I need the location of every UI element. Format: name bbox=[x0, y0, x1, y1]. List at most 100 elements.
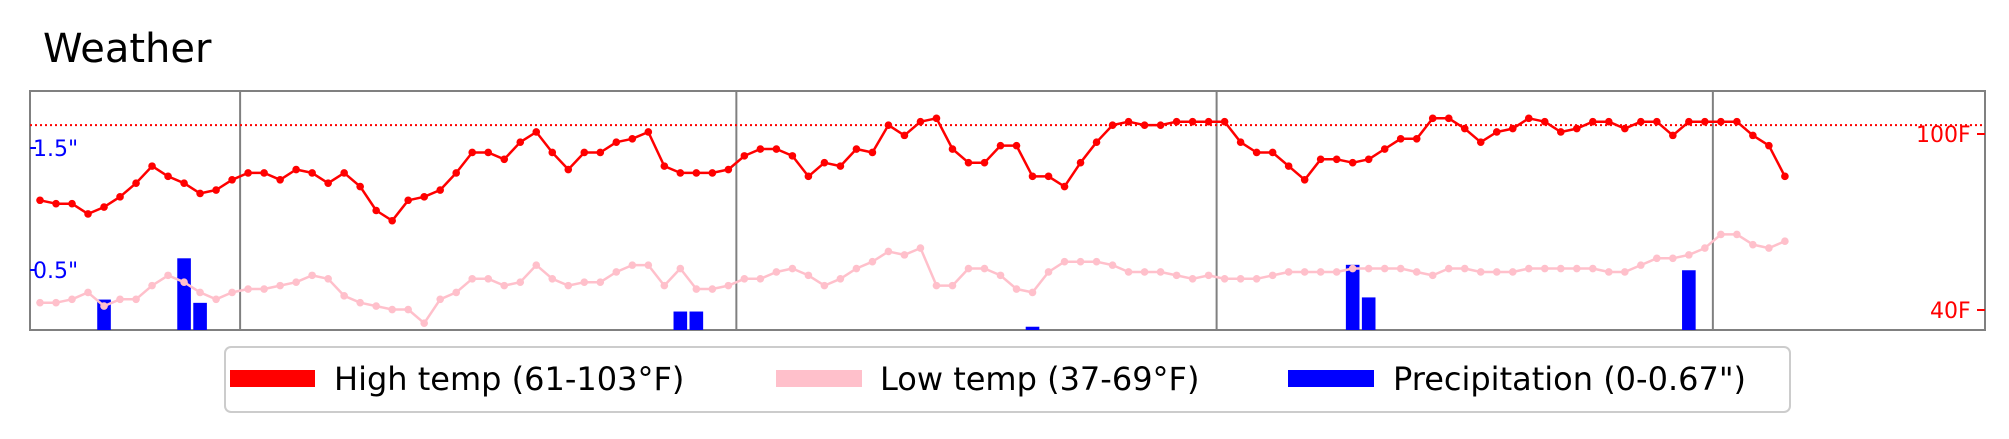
low-temp-point bbox=[1781, 237, 1789, 246]
high-temp-point bbox=[1092, 138, 1101, 147]
low-temp-point bbox=[580, 278, 589, 287]
low-temp-point bbox=[1476, 268, 1485, 276]
low-temp-point bbox=[1733, 230, 1741, 239]
high-temp-point bbox=[1076, 158, 1085, 167]
high-temp-point bbox=[68, 199, 76, 208]
legend-label-high: High temp (61-103°F) bbox=[334, 360, 684, 398]
precip-bar bbox=[673, 311, 688, 330]
low-temp-point bbox=[292, 278, 300, 287]
high-temp-point bbox=[1476, 138, 1485, 147]
low-temp-point bbox=[244, 285, 252, 293]
low-temp-point bbox=[340, 292, 348, 300]
low-temp-point bbox=[1156, 268, 1165, 276]
low-temp-point bbox=[1092, 257, 1101, 266]
high-temp-point bbox=[1060, 182, 1069, 191]
high-temp-point bbox=[212, 186, 220, 194]
high-temp-point bbox=[1524, 114, 1533, 123]
high-temp-point bbox=[1685, 117, 1693, 126]
low-temp-point bbox=[676, 264, 685, 273]
legend-swatch-precip bbox=[1288, 370, 1374, 387]
legend: High temp (61-103°F) Low temp (37-69°F) … bbox=[224, 346, 1791, 413]
low-temp-point bbox=[660, 281, 669, 290]
high-temp-point bbox=[980, 158, 989, 167]
low-temp-point bbox=[708, 285, 717, 293]
low-temp-point bbox=[1108, 261, 1117, 269]
temp-tick-100f: 100F bbox=[1916, 123, 1971, 148]
high-temp-point bbox=[436, 186, 445, 194]
high-temp-point bbox=[1396, 135, 1405, 143]
high-temp-point bbox=[660, 162, 669, 170]
low-temp-point bbox=[452, 288, 461, 297]
low-temp-point bbox=[516, 278, 525, 287]
high-temp-point bbox=[1508, 124, 1517, 133]
high-temp-point bbox=[1460, 124, 1469, 133]
high-temp-point bbox=[484, 148, 493, 157]
low-temp-point bbox=[132, 295, 140, 304]
low-temp-point bbox=[1044, 268, 1053, 276]
low-temp-point bbox=[1236, 274, 1245, 283]
high-temp-point bbox=[788, 152, 797, 160]
high-temp-point bbox=[244, 169, 252, 177]
low-temp-point bbox=[1701, 244, 1709, 252]
low-temp-point bbox=[820, 281, 829, 290]
high-temp-point bbox=[1589, 117, 1597, 126]
low-temp-point bbox=[1572, 264, 1581, 273]
low-temp-point bbox=[196, 288, 204, 297]
high-temp-point bbox=[676, 169, 685, 177]
precip-bar bbox=[689, 311, 704, 330]
low-temp-point bbox=[1444, 264, 1453, 273]
high-temp-point bbox=[1300, 175, 1309, 184]
high-temp-point bbox=[900, 131, 909, 140]
high-temp-point bbox=[1204, 117, 1213, 126]
low-temp-point bbox=[1364, 264, 1373, 273]
high-temp-point bbox=[1252, 148, 1261, 157]
low-temp-point bbox=[324, 274, 332, 283]
low-temp-point bbox=[1540, 264, 1549, 273]
high-temp-point bbox=[1012, 141, 1021, 150]
low-temp-point bbox=[1508, 268, 1517, 276]
high-temp-point bbox=[388, 216, 396, 225]
high-temp-point bbox=[1156, 121, 1165, 129]
high-temp-point bbox=[452, 169, 461, 177]
legend-label-precip: Precipitation (0-0.67") bbox=[1393, 360, 1746, 398]
low-temp-point bbox=[1348, 264, 1357, 273]
legend-label-low: Low temp (37-69°F) bbox=[880, 360, 1199, 398]
low-temp-point bbox=[1556, 264, 1565, 273]
high-temp-point bbox=[596, 148, 605, 157]
low-temp-point bbox=[1012, 285, 1021, 293]
low-temp-point bbox=[900, 251, 909, 259]
high-temp-point bbox=[884, 121, 893, 129]
low-temp-point bbox=[1765, 244, 1773, 252]
low-temp-point bbox=[1076, 257, 1085, 266]
low-temp-point bbox=[836, 274, 845, 283]
low-temp-point bbox=[628, 261, 637, 269]
high-temp-point bbox=[132, 179, 140, 187]
high-temp-point bbox=[164, 172, 172, 181]
low-temp-point bbox=[804, 271, 813, 280]
low-temp-point bbox=[484, 274, 493, 283]
low-temp-point bbox=[1284, 268, 1293, 276]
high-temp-point bbox=[1621, 124, 1629, 133]
low-temp-point bbox=[372, 302, 380, 310]
high-temp-point bbox=[724, 165, 733, 174]
low-temp-point bbox=[212, 295, 220, 304]
low-temp-point bbox=[1717, 230, 1725, 239]
high-temp-point bbox=[1412, 135, 1421, 143]
low-temp-point bbox=[1637, 261, 1645, 269]
low-temp-point bbox=[1524, 264, 1533, 273]
legend-swatch-low bbox=[776, 370, 862, 387]
high-temp-point bbox=[404, 196, 412, 205]
high-temp-point bbox=[1028, 172, 1037, 181]
low-temp-point bbox=[1124, 268, 1133, 276]
low-temp-point bbox=[1412, 268, 1421, 276]
low-temp-point bbox=[148, 281, 156, 290]
low-temp-point bbox=[1621, 268, 1629, 276]
low-temp-point bbox=[948, 281, 957, 290]
low-temp-point bbox=[100, 302, 108, 310]
low-temp-point bbox=[644, 261, 653, 269]
high-temp-point bbox=[868, 148, 877, 157]
high-temp-point bbox=[532, 128, 541, 136]
low-temp-point bbox=[772, 268, 781, 276]
high-temp-point bbox=[516, 138, 525, 147]
